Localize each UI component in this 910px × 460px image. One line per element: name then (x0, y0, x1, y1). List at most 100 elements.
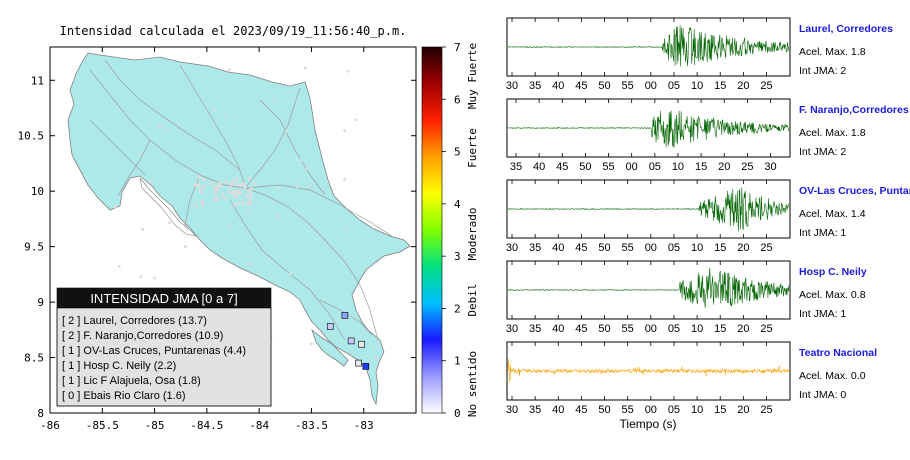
town-dot (242, 182, 246, 187)
legend-item: [ 2 ] Laurel, Corredores (13.7) (62, 315, 207, 327)
town-dot (202, 184, 206, 188)
road (244, 184, 396, 239)
legend-item: [ 2 ] F. Naranjo,Corredores (10.9) (62, 330, 223, 342)
seismogram-tick-label: 50 (598, 242, 610, 254)
jma-intensity: Int JMA: 1 (799, 308, 846, 320)
town-dot (183, 244, 187, 248)
town-dot (230, 182, 234, 186)
town-dot (244, 194, 249, 198)
legend-title: INTENSIDAD JMA [0 a 7] (90, 291, 237, 306)
station-marker (347, 337, 355, 345)
town-dot (346, 69, 350, 73)
max-acceleration: Acel. Max. 0.8 (799, 289, 866, 301)
seismogram-tick-label: 25 (760, 404, 772, 416)
road (117, 139, 151, 197)
town-dot (307, 184, 311, 188)
x-tick-label: -83 (354, 419, 374, 432)
colorbar-tick-label: 2 (454, 302, 461, 315)
town-dot (117, 264, 121, 268)
colorbar-label-moderado: Moderado (466, 208, 479, 261)
jma-intensity: Int JMA: 2 (799, 146, 846, 158)
town-dot (200, 190, 205, 195)
map-title: Intensidad calculada el 2023/09/19_11:56… (60, 24, 407, 38)
x-tick-label: -83.5 (295, 419, 328, 432)
waveform-trace (507, 110, 789, 148)
seismogram-tick-label: 00 (626, 161, 638, 173)
town-dot (138, 152, 142, 156)
seismogram-panel: 35 40 45 50 55 00 05 10 15 20 25 30 F. Naranjo,Corre… (506, 98, 909, 173)
town-dot (231, 190, 235, 195)
y-tick-label: 9 (37, 296, 44, 309)
town-dot (158, 125, 162, 129)
town-dot (296, 185, 300, 189)
seismogram-tick-label: 55 (622, 323, 634, 335)
town-dot (248, 195, 253, 200)
road (184, 174, 201, 241)
seismogram-tick-label: 10 (691, 80, 703, 92)
y-tick-label: 9.5 (24, 241, 44, 254)
seismogram-tick-label: 20 (737, 323, 749, 335)
seismogram-tick-label: 15 (714, 323, 726, 335)
x-tick-label: -86 (40, 419, 60, 432)
seismogram-tick-label: 00 (645, 242, 657, 254)
road (244, 87, 301, 189)
seismogram-panel: 30 35 40 45 50 55 00 05 10 15 20 25 OV-Las Cruces, P… (506, 179, 910, 254)
town-dot (165, 129, 169, 133)
town-dot (343, 129, 347, 133)
seismogram-tick-label: 15 (714, 242, 726, 254)
seismogram-tick-label: 05 (668, 242, 680, 254)
colorbar-tick-label: 3 (454, 250, 461, 263)
seismogram-tick-label: 25 (760, 80, 772, 92)
station-marker (362, 363, 370, 370)
town-dot (197, 187, 202, 192)
colorbar-tick-label: 1 (454, 355, 461, 368)
town-dot (215, 196, 220, 201)
town-dot (284, 129, 288, 133)
town-dot (196, 183, 201, 188)
colorbar-tick-label: 5 (454, 146, 461, 159)
seismogram-tick-label: 30 (506, 80, 518, 92)
seismogram-tick-label: 35 (510, 161, 522, 173)
town-dot (168, 221, 172, 225)
town-dot (246, 202, 250, 207)
seismogram-panel: 30 35 40 45 50 55 00 05 10 15 20 25 Laurel, Corredor… (506, 17, 893, 92)
y-tick-label: 10 (31, 185, 44, 198)
nicoya-gulf (139, 177, 197, 237)
town-dot (303, 66, 307, 70)
legend-header (57, 288, 271, 308)
seismogram-tick-label: 30 (506, 242, 518, 254)
town-dot (376, 344, 380, 348)
seismogram-tick-label: 00 (645, 323, 657, 335)
colorbar-label-no-sentido: No sentido (466, 351, 479, 417)
town-dot (298, 159, 302, 163)
colorbar-ticks: 0 1 2 3 4 5 6 7 (442, 41, 461, 420)
seismogram-tick-label: 05 (668, 80, 680, 92)
station-name: F. Naranjo,Corredores (799, 104, 909, 116)
y-tick-label: 8 (37, 407, 44, 420)
town-dot (353, 118, 357, 122)
seismogram-tick-label: 40 (552, 242, 564, 254)
seismogram-panels: 30 35 40 45 50 55 00 05 10 15 20 25 Laurel, Corredor… (506, 17, 910, 416)
seismogram-tick-label: 10 (672, 161, 684, 173)
town-dot (210, 181, 215, 186)
seismogram-tick-label: 45 (556, 161, 568, 173)
map-axes: -86 -85.5 -85 -84.5 -84 -83.5 -83 8 8.5 9 9.5 10 10.… (18, 47, 416, 432)
seismogram-tick-label: 45 (575, 80, 587, 92)
y-tick-label: 11 (31, 74, 44, 87)
seismogram-tick-label: 30 (764, 161, 776, 173)
seismogram-tick-label: 05 (649, 161, 661, 173)
seismogram-tick-label: 55 (622, 242, 634, 254)
station-name: Laurel, Corredores (799, 23, 893, 35)
seismogram-tick-label: 55 (622, 404, 634, 416)
town-dot (374, 356, 378, 360)
costa-rica-land (67, 52, 411, 406)
road (259, 99, 326, 196)
colorbar-label-fuerte: Fuerte (466, 128, 479, 168)
seismogram-tick-label: 15 (714, 80, 726, 92)
colorbar-label-muy-fuerte: Muy Fuerte (466, 43, 479, 109)
seismogram-tick-label: 10 (691, 404, 703, 416)
colorbar-tick-label: 4 (454, 198, 461, 211)
seismogram-xlabel: Tiempo (s) (620, 417, 677, 431)
town-dot (212, 197, 217, 202)
